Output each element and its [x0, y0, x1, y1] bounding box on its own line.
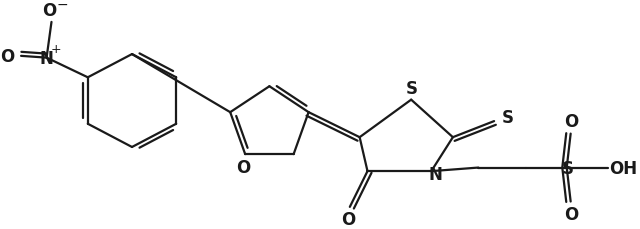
Text: +: +	[51, 43, 61, 56]
Text: N: N	[428, 165, 442, 183]
Text: S: S	[562, 159, 573, 177]
Text: O: O	[564, 205, 579, 223]
Text: OH: OH	[609, 159, 637, 177]
Text: O: O	[340, 210, 355, 228]
Text: O: O	[0, 48, 15, 65]
Text: S: S	[406, 80, 418, 98]
Text: O: O	[42, 2, 57, 20]
Text: N: N	[40, 49, 54, 67]
Text: S: S	[502, 108, 514, 126]
Text: O: O	[564, 113, 579, 131]
Text: O: O	[236, 158, 250, 176]
Text: −: −	[56, 0, 68, 12]
